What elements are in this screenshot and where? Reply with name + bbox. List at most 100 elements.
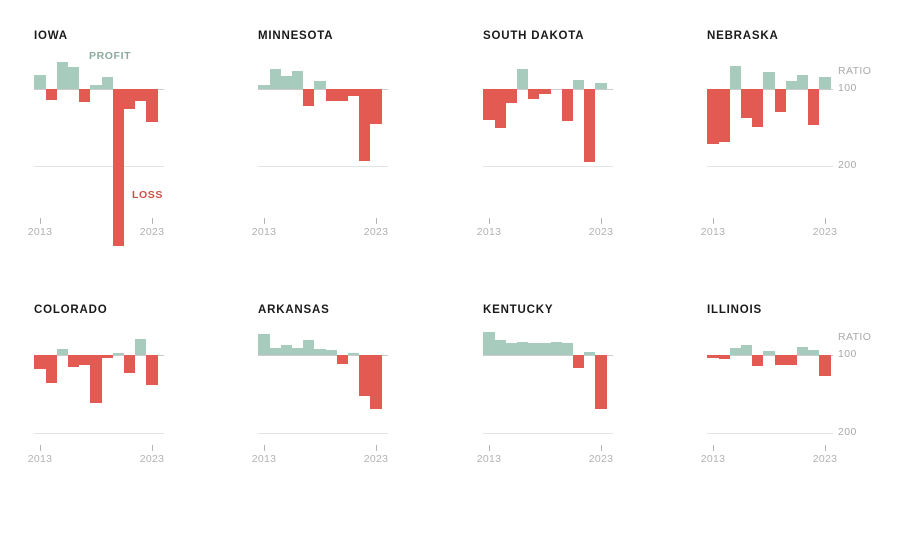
loss-bar xyxy=(359,89,371,161)
profit-bar xyxy=(483,331,495,355)
loss-bar xyxy=(325,89,337,102)
profit-bar xyxy=(292,71,304,89)
loss-legend-label: LOSS xyxy=(132,189,163,201)
profit-bar xyxy=(550,341,562,355)
loss-bar xyxy=(45,355,57,383)
profit-bar xyxy=(314,348,326,355)
profit-bar xyxy=(797,347,809,355)
profit-bar xyxy=(90,85,102,89)
profit-bar xyxy=(101,76,113,89)
profit-bar xyxy=(258,85,270,89)
tick-2013 xyxy=(264,445,265,451)
profit-bar xyxy=(528,343,540,355)
loss-bar xyxy=(483,89,495,120)
loss-bar xyxy=(707,355,719,359)
ratio-100-label: 100 xyxy=(838,82,857,94)
gridline-200 xyxy=(707,433,833,434)
profit-bar xyxy=(819,76,831,89)
profit-bar xyxy=(517,68,529,89)
profit-bar xyxy=(729,348,741,355)
loss-bar xyxy=(752,355,764,366)
tick-2023 xyxy=(376,218,377,224)
profit-legend-label: PROFIT xyxy=(89,50,132,62)
chart-kentucky: KENTUCKY 2013 2023 xyxy=(477,304,658,559)
tick-2023 xyxy=(601,218,602,224)
year-label-start: 2013 xyxy=(27,453,53,465)
loss-bar xyxy=(370,355,382,409)
profit-bar xyxy=(584,351,596,355)
loss-bar xyxy=(774,89,786,113)
loss-bar xyxy=(595,355,607,409)
chart-title: MINNESOTA xyxy=(258,30,334,42)
chart-title: SOUTH DAKOTA xyxy=(483,30,585,42)
ratio-200-label: 200 xyxy=(838,426,857,438)
loss-bar xyxy=(146,89,158,123)
profit-bar xyxy=(269,348,281,355)
loss-bar xyxy=(774,355,786,365)
ratio-axis-label: RATIO xyxy=(838,65,872,77)
loss-bar xyxy=(494,89,506,129)
profit-bar xyxy=(797,75,809,89)
loss-bar xyxy=(370,89,382,124)
loss-bar xyxy=(112,89,124,247)
tick-2013 xyxy=(40,218,41,224)
year-label-end: 2023 xyxy=(812,226,838,238)
tick-2023 xyxy=(601,445,602,451)
loss-bar xyxy=(785,355,797,365)
year-label-start: 2013 xyxy=(27,226,53,238)
profit-bar xyxy=(56,62,68,89)
chart-south-dakota: SOUTH DAKOTA 2013 2023 xyxy=(477,30,658,285)
gridline-200 xyxy=(34,166,164,167)
loss-bar xyxy=(124,355,136,373)
profit-bar xyxy=(303,340,315,355)
tick-2023 xyxy=(825,218,826,224)
profit-bar xyxy=(280,75,292,89)
chart-title: IOWA xyxy=(34,30,68,42)
tick-2023 xyxy=(376,445,377,451)
baseline-100 xyxy=(34,89,164,90)
loss-bar xyxy=(808,89,820,126)
loss-bar xyxy=(68,355,80,368)
year-label-end: 2023 xyxy=(588,453,614,465)
profit-bar xyxy=(517,341,529,355)
tick-2013 xyxy=(713,218,714,224)
profit-bar xyxy=(280,345,292,355)
gridline-200 xyxy=(707,166,833,167)
loss-bar xyxy=(336,89,348,102)
loss-bar xyxy=(101,355,113,359)
ratio-100-label: 100 xyxy=(838,348,857,360)
loss-bar xyxy=(707,89,719,144)
chart-iowa: IOWA PROFIT LOSS 2013 2023 xyxy=(28,30,209,285)
gridline-200 xyxy=(483,166,613,167)
profit-bar xyxy=(729,65,741,89)
profit-bar xyxy=(348,352,360,355)
profit-bar xyxy=(808,350,820,355)
profit-bar xyxy=(314,81,326,89)
loss-bar xyxy=(752,89,764,127)
tick-2013 xyxy=(40,445,41,451)
profit-bar xyxy=(292,348,304,355)
baseline-100 xyxy=(707,355,833,356)
profit-bar xyxy=(325,350,337,355)
loss-bar xyxy=(124,89,136,110)
loss-bar xyxy=(146,355,158,386)
gridline-200 xyxy=(258,433,388,434)
year-label-start: 2013 xyxy=(251,453,277,465)
gridline-200 xyxy=(34,433,164,434)
chart-illinois: ILLINOIS 2013 2023 RATIO 100 200 xyxy=(701,304,882,559)
loss-bar xyxy=(45,89,57,100)
profit-bar xyxy=(269,68,281,89)
loss-bar xyxy=(348,89,360,96)
year-label-end: 2023 xyxy=(812,453,838,465)
ratio-200-label: 200 xyxy=(838,159,857,171)
chart-arkansas: ARKANSAS 2013 2023 xyxy=(252,304,433,559)
profit-bar xyxy=(56,348,68,355)
ratio-axis-label: RATIO xyxy=(838,331,872,343)
loss-bar xyxy=(303,89,315,106)
chart-colorado: COLORADO 2013 2023 xyxy=(28,304,209,559)
loss-bar xyxy=(561,89,573,122)
loss-bar xyxy=(539,89,551,94)
chart-minnesota: MINNESOTA 2013 2023 xyxy=(252,30,433,285)
loss-bar xyxy=(528,89,540,99)
